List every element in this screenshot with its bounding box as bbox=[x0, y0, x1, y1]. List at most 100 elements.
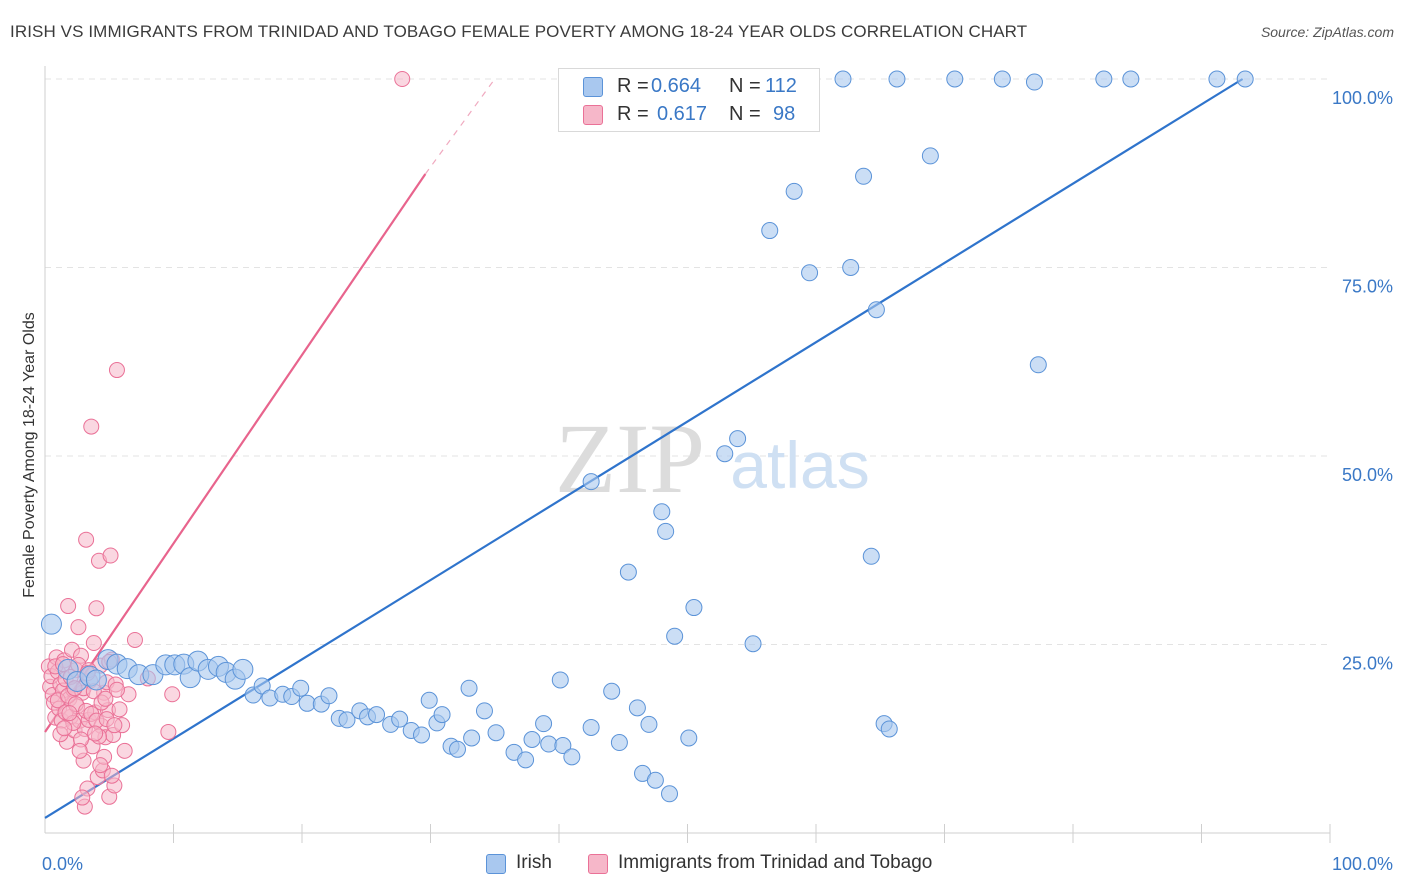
tt-point bbox=[103, 767, 120, 784]
tt-point bbox=[160, 723, 177, 740]
x-tick-label: 0.0% bbox=[42, 854, 83, 874]
irish-trend-line bbox=[44, 78, 1244, 819]
series-irish-points bbox=[40, 70, 1254, 803]
irish-point bbox=[921, 147, 939, 165]
irish-r-label: R = bbox=[617, 75, 649, 97]
watermark-atlas: atlas bbox=[730, 428, 869, 502]
grid bbox=[45, 78, 1330, 645]
y-tick-label: 25.0% bbox=[1342, 654, 1393, 674]
irish-point bbox=[540, 735, 558, 753]
tt-trend-line bbox=[44, 173, 427, 733]
irish-point bbox=[888, 70, 906, 88]
watermark-zip: ZIP bbox=[555, 403, 705, 514]
irish-point bbox=[801, 264, 819, 282]
irish-point bbox=[487, 724, 505, 742]
irish-r-value: 0.664 bbox=[651, 75, 702, 97]
irish-point bbox=[517, 751, 535, 769]
irish-point bbox=[880, 720, 898, 738]
tt-r-value: 0.617 bbox=[657, 103, 708, 125]
irish-point bbox=[253, 677, 271, 695]
irish-point bbox=[391, 710, 409, 728]
bottom-tt-swatch bbox=[588, 854, 608, 874]
irish-point bbox=[1025, 73, 1043, 91]
irish-point bbox=[85, 669, 107, 691]
chart-title: IRISH VS IMMIGRANTS FROM TRINIDAD AND TO… bbox=[10, 22, 1028, 41]
irish-point bbox=[1029, 356, 1047, 374]
irish-point bbox=[420, 691, 438, 709]
y-axis-label: Female Poverty Among 18-24 Year Olds bbox=[21, 312, 38, 598]
watermark: ZIP atlas bbox=[555, 403, 870, 514]
irish-point bbox=[40, 613, 62, 635]
irish-point bbox=[993, 70, 1011, 88]
irish-point bbox=[1236, 70, 1254, 88]
irish-point bbox=[666, 627, 684, 645]
series-trinidad-tobago-points bbox=[40, 71, 411, 815]
irish-point bbox=[523, 731, 541, 749]
y-tick-label: 100.0% bbox=[1332, 88, 1393, 108]
irish-point bbox=[619, 563, 637, 581]
tt-point bbox=[70, 619, 87, 636]
bottom-irish-swatch bbox=[486, 854, 506, 874]
tt-point bbox=[108, 362, 125, 379]
tt-point bbox=[97, 690, 114, 707]
irish-point bbox=[855, 167, 873, 185]
irish-point bbox=[433, 706, 451, 724]
tt-point bbox=[74, 789, 91, 806]
irish-point bbox=[685, 599, 703, 617]
tt-point bbox=[111, 701, 128, 718]
tt-point bbox=[108, 681, 125, 698]
tt-point bbox=[60, 598, 77, 615]
irish-point bbox=[535, 715, 553, 733]
irish-point bbox=[338, 711, 356, 729]
irish-point bbox=[716, 445, 734, 463]
irish-point bbox=[475, 702, 493, 720]
tt-point bbox=[92, 757, 109, 774]
irish-point bbox=[867, 301, 885, 319]
bottom-tt-label: Immigrants from Trinidad and Tobago bbox=[618, 852, 933, 873]
irish-point bbox=[582, 473, 600, 491]
y-tick-label: 50.0% bbox=[1342, 465, 1393, 485]
irish-point bbox=[448, 740, 466, 758]
irish-point bbox=[582, 718, 600, 736]
tt-trend-extension bbox=[424, 78, 496, 175]
irish-n-label: N = bbox=[729, 75, 761, 97]
y-tick-label: 75.0% bbox=[1342, 277, 1393, 297]
irish-point bbox=[640, 715, 658, 733]
irish-point bbox=[761, 222, 779, 240]
irish-point bbox=[862, 547, 880, 565]
irish-point bbox=[834, 70, 852, 88]
tt-swatch bbox=[583, 105, 603, 125]
irish-point bbox=[842, 259, 860, 276]
source-label: Source: ZipAtlas.com bbox=[1260, 24, 1394, 40]
irish-point bbox=[298, 694, 316, 712]
irish-point bbox=[1122, 70, 1140, 88]
tt-point bbox=[71, 742, 88, 759]
irish-point bbox=[551, 671, 569, 689]
irish-point bbox=[320, 687, 338, 705]
irish-n-value: 112 bbox=[765, 75, 797, 97]
tt-point bbox=[126, 631, 143, 648]
irish-point bbox=[292, 679, 310, 697]
tick-labels: 25.0% 50.0% 75.0% 100.0% 0.0% 100.0% bbox=[42, 88, 1393, 874]
irish-point bbox=[554, 737, 572, 755]
tt-point bbox=[102, 547, 119, 564]
tt-point bbox=[116, 742, 133, 759]
irish-point bbox=[680, 729, 698, 747]
irish-point bbox=[1095, 70, 1113, 88]
irish-point bbox=[413, 726, 431, 744]
tt-n-label: N = bbox=[729, 103, 761, 125]
tt-point bbox=[106, 717, 123, 734]
x-tick-label: 100.0% bbox=[1332, 854, 1393, 874]
irish-point bbox=[657, 522, 675, 540]
irish-point bbox=[232, 658, 254, 680]
tt-point bbox=[87, 725, 104, 742]
irish-point bbox=[661, 785, 679, 803]
irish-point bbox=[460, 679, 478, 697]
irish-point bbox=[1208, 70, 1226, 88]
irish-point bbox=[603, 682, 621, 700]
tt-point bbox=[88, 600, 105, 617]
tt-point bbox=[85, 634, 102, 651]
irish-point bbox=[946, 70, 964, 88]
tt-point bbox=[394, 71, 411, 87]
